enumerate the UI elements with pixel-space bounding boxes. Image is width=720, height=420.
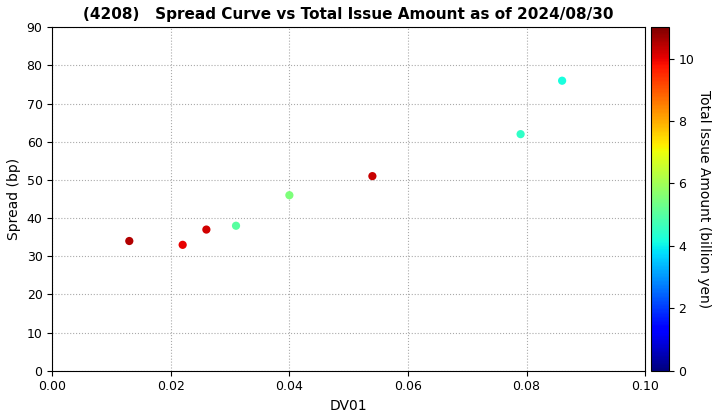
Point (366, 173, 378, 179)
Point (177, 241, 189, 248)
Point (515, 131, 526, 137)
Y-axis label: Spread (bp): Spread (bp) (7, 158, 21, 240)
Y-axis label: Total Issue Amount (billion yen): Total Issue Amount (billion yen) (697, 90, 711, 308)
Point (201, 226, 212, 233)
Point (557, 77, 568, 84)
X-axis label: DV01: DV01 (330, 399, 367, 413)
Point (124, 238, 135, 244)
Title: (4208)   Spread Curve vs Total Issue Amount as of 2024/08/30: (4208) Spread Curve vs Total Issue Amoun… (84, 7, 614, 22)
Point (230, 222, 242, 229)
Point (284, 192, 295, 199)
